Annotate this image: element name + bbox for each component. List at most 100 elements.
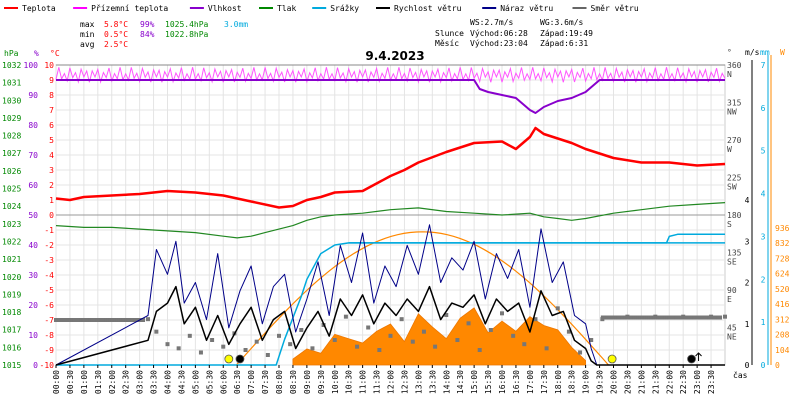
axis-pct-tick-0: 100 <box>24 61 39 70</box>
x-tick-label-23: 11:30 <box>373 370 382 394</box>
wind-dir-band-b-2360 <box>712 315 716 320</box>
wind-dir-point-14 <box>221 344 226 349</box>
wind-dir-band-a-58 <box>70 318 74 322</box>
axis-hpa-tick-13: 1019 <box>2 290 21 299</box>
stat-min-temp: 0.5°C <box>104 30 128 39</box>
wind-dir-band-a-202 <box>110 318 114 322</box>
wind-dir-band-a-130 <box>90 318 94 322</box>
axis-ms-title: m/s <box>745 48 760 57</box>
wind-dir-point-18 <box>265 353 270 357</box>
stats-block: max 5.8°C 99% 1025.4hPa 3.0mm min 0.5°C … <box>80 20 248 49</box>
wind-dir-band-b-2256 <box>683 315 687 320</box>
wind-dir-point-0 <box>54 318 58 322</box>
axis-temp-tick-5: 5 <box>49 136 54 145</box>
x-tick-label-12: 06:00 <box>219 370 228 394</box>
wind-dir-band-a-162 <box>99 318 103 322</box>
wind-dir-point-8 <box>154 329 159 334</box>
x-tick-label-18: 09:00 <box>303 370 312 394</box>
wind-dir-band-b-2280 <box>690 315 694 320</box>
wind-dir-point-11 <box>187 333 192 338</box>
axis-mm-tick-3: 4 <box>761 190 766 199</box>
x-tick-label-45: 22:30 <box>679 370 688 394</box>
axis-dir-name-5: SE <box>727 258 737 267</box>
axis-ms-tick-2: 2 <box>745 279 750 288</box>
radiation-layer <box>235 231 609 366</box>
x-tick-label-34: 17:00 <box>526 370 535 394</box>
axis-temp-tick-10: 0 <box>49 211 54 220</box>
x-tick-label-6: 03:00 <box>136 370 145 394</box>
wind-dir-point-12 <box>198 350 203 355</box>
axis-temp-title: °C <box>50 49 60 58</box>
axis-hpa-tick-6: 1026 <box>2 167 21 176</box>
wind-dir-band-b-2384 <box>719 315 723 320</box>
wind-dir-band-b-2112 <box>643 315 647 320</box>
wind-dir-band-a-242 <box>121 318 125 322</box>
wind-dir-point-7 <box>145 317 150 322</box>
x-tick-label-10: 05:00 <box>191 370 200 394</box>
wind-dir-band-a-218 <box>115 318 119 322</box>
wind-dir-band-b-2104 <box>640 315 644 320</box>
wind-dir-band-b-2216 <box>672 315 676 320</box>
wind-gust-line <box>55 224 725 366</box>
axis-temp-tick-0: 10 <box>44 61 54 70</box>
wind-dir-band-a-66 <box>72 318 76 322</box>
x-tick-label-28: 14:00 <box>442 370 451 394</box>
wind-dir-point-32 <box>421 329 426 334</box>
x-tick-label-26: 13:00 <box>414 370 423 394</box>
x-tick-label-9: 04:30 <box>177 370 186 394</box>
wind-gust-summary: WG:3.6m/s <box>540 18 584 27</box>
wind-speed-summary: WS:2.7m/s <box>470 18 514 27</box>
axis-dir-tick-0: 360 <box>727 61 742 70</box>
wind-dir-band-a-50 <box>68 318 72 322</box>
series-1-line <box>55 202 726 239</box>
wind-dir-band-b-2352 <box>710 315 714 320</box>
wind-dir-band-a-122 <box>88 318 92 322</box>
wind-dir-point-46 <box>578 350 583 355</box>
wind-dir-point-21 <box>299 328 304 332</box>
axis-pct-tick-10: 0 <box>33 361 38 370</box>
wind-dir-band-b-2336 <box>705 315 709 320</box>
wind-dir-point-57 <box>723 314 727 319</box>
x-tick-label-42: 21:00 <box>637 370 646 394</box>
axis-mm-tick-6: 1 <box>761 318 766 327</box>
wind-dir-band-b-2344 <box>707 315 711 320</box>
axis-temp-tick-4: 6 <box>49 121 54 130</box>
axis-pct-tick-1: 90 <box>28 91 38 100</box>
marker-sunset <box>607 354 617 364</box>
axis-pct-tick-7: 30 <box>28 271 38 280</box>
wind-dir-band-a-290 <box>135 318 139 322</box>
x-tick-label-16: 08:00 <box>275 370 284 394</box>
stat-max-rain: 3.0mm <box>224 20 248 29</box>
wind-dir-point-26 <box>355 344 360 349</box>
axis-temp-tick-20: -10 <box>40 361 55 370</box>
wind-dir-band-b-2096 <box>638 315 642 320</box>
wind-dir-point-45 <box>566 329 571 334</box>
wind-dir-band-a-250 <box>124 318 128 322</box>
axis-hpa-tick-11: 1021 <box>2 255 21 264</box>
wind-dir-band-b-2016 <box>616 315 620 320</box>
axes-layer: 00:00 00:30 01:00 01:30 02:00 02:30 03:00 03:30… <box>2 48 790 394</box>
axis-pct-tick-5: 50 <box>28 211 38 220</box>
x-tick-label-7: 03:30 <box>150 370 159 394</box>
axis-temp-tick-19: -9 <box>44 346 54 355</box>
x-tick-label-38: 19:00 <box>582 370 591 394</box>
axis-temp-tick-8: 2 <box>49 181 54 190</box>
x-tick-label-47: 23:30 <box>707 370 716 394</box>
x-tick-label-1: 00:30 <box>66 370 75 394</box>
x-tick-label-22: 11:00 <box>359 370 368 394</box>
wind-dir-band-a-18 <box>59 318 63 322</box>
wind-dir-band-a-34 <box>63 318 67 322</box>
axis-w-tick-1: 832 <box>775 239 790 248</box>
x-tick-label-3: 01:30 <box>94 370 103 394</box>
x-axis-label: čas <box>733 370 748 380</box>
axis-ms-tick-3: 1 <box>745 320 750 329</box>
axis-temp-tick-3: 7 <box>49 106 54 115</box>
wind-dir-band-b-2120 <box>645 315 649 320</box>
wind-dir-band-a-106 <box>84 318 88 322</box>
axis-dir-name-0: N <box>727 70 732 79</box>
axis-hpa-tick-3: 1029 <box>2 114 21 123</box>
wind-dir-band-a-42 <box>66 318 70 322</box>
wind-dir-point-24 <box>332 338 337 342</box>
axis-temp-tick-17: -7 <box>44 316 54 325</box>
axis-temp-tick-18: -8 <box>44 331 54 340</box>
